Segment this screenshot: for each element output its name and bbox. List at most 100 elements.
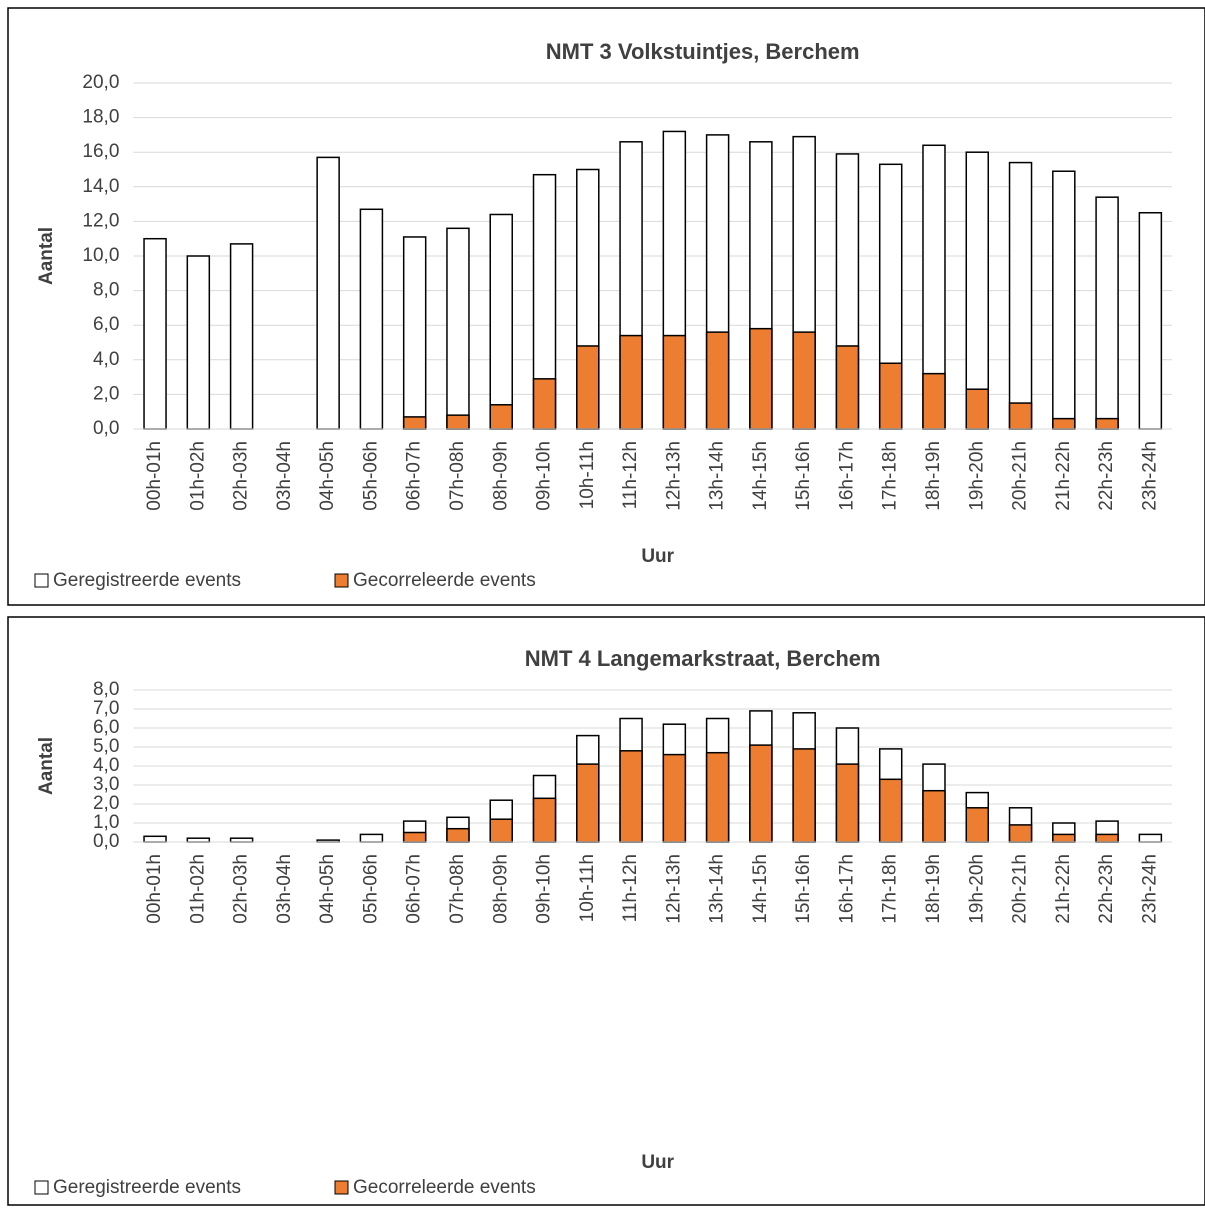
y-tick-label: 6,0 bbox=[93, 717, 119, 738]
y-tick-label: 8,0 bbox=[93, 280, 119, 301]
legend-swatch bbox=[334, 1180, 349, 1195]
bar bbox=[446, 414, 470, 430]
y-tick-label: 20,0 bbox=[82, 72, 119, 93]
x-axis-label: Uur bbox=[641, 546, 674, 567]
x-tick-label: 04h-05h bbox=[317, 854, 338, 924]
chart-border bbox=[7, 616, 1205, 1206]
bar bbox=[878, 362, 903, 430]
y-tick-label: 14,0 bbox=[82, 176, 119, 197]
y-tick-label: 4,0 bbox=[93, 349, 119, 370]
y-tick-label: 2,0 bbox=[93, 793, 119, 814]
bar bbox=[749, 327, 773, 430]
x-tick-label: 09h-10h bbox=[534, 441, 555, 511]
x-tick-label: 06h-07h bbox=[404, 854, 425, 924]
x-tick-label: 18h-19h bbox=[923, 441, 944, 511]
y-tick-label: 0,0 bbox=[93, 831, 119, 852]
bar bbox=[489, 818, 513, 843]
x-tick-label: 16h-17h bbox=[836, 441, 857, 511]
y-axis-label: Aantal bbox=[36, 227, 57, 285]
bar bbox=[359, 208, 384, 430]
x-tick-label: 12h-13h bbox=[663, 441, 684, 511]
bar bbox=[878, 778, 903, 843]
legend-label: Geregistreerde events bbox=[53, 570, 241, 591]
x-tick-label: 15h-16h bbox=[793, 854, 814, 924]
bar bbox=[402, 236, 427, 430]
x-tick-label: 03h-04h bbox=[274, 441, 295, 511]
y-axis-label: Aantal bbox=[36, 737, 57, 795]
x-tick-label: 11h-12h bbox=[620, 854, 641, 922]
y-tick-label: 0,0 bbox=[93, 418, 119, 439]
x-tick-label: 05h-06h bbox=[360, 854, 381, 924]
bar bbox=[1008, 824, 1033, 843]
legend-label: Gecorreleerde events bbox=[353, 1177, 536, 1198]
x-tick-label: 09h-10h bbox=[534, 854, 555, 924]
bar bbox=[705, 331, 730, 430]
x-tick-label: 20h-21h bbox=[1010, 854, 1031, 924]
bar bbox=[662, 753, 687, 843]
x-tick-label: 01h-02h bbox=[187, 854, 208, 924]
x-tick-label: 00h-01h bbox=[144, 441, 165, 511]
bar bbox=[143, 835, 167, 843]
x-tick-label: 18h-19h bbox=[923, 854, 944, 924]
bar bbox=[446, 227, 470, 430]
x-tick-label: 13h-14h bbox=[707, 854, 728, 924]
bar bbox=[792, 748, 816, 843]
bar bbox=[359, 833, 384, 843]
bar bbox=[229, 837, 254, 843]
bar bbox=[316, 156, 340, 430]
x-tick-label: 02h-03h bbox=[231, 854, 252, 924]
bar bbox=[1095, 417, 1119, 430]
bar bbox=[922, 372, 946, 430]
bar bbox=[402, 831, 427, 843]
y-tick-label: 5,0 bbox=[93, 736, 119, 757]
bar bbox=[229, 243, 254, 430]
bar bbox=[749, 744, 773, 843]
bar bbox=[1008, 402, 1033, 430]
x-tick-label: 19h-20h bbox=[966, 441, 987, 511]
bar bbox=[705, 751, 730, 843]
bar bbox=[1095, 196, 1119, 430]
x-axis-label: Uur bbox=[641, 1152, 674, 1173]
legend-swatch bbox=[34, 1180, 49, 1195]
x-tick-label: 07h-08h bbox=[447, 854, 468, 924]
x-tick-label: 15h-16h bbox=[793, 441, 814, 511]
x-tick-label: 04h-05h bbox=[317, 441, 338, 511]
bar bbox=[576, 763, 600, 843]
y-tick-label: 8,0 bbox=[93, 679, 119, 700]
bar bbox=[489, 404, 513, 430]
x-tick-label: 13h-14h bbox=[707, 441, 728, 511]
y-tick-label: 6,0 bbox=[93, 314, 119, 335]
bar bbox=[1138, 212, 1163, 430]
bar bbox=[489, 213, 513, 430]
legend-swatch bbox=[34, 573, 49, 588]
y-tick-label: 2,0 bbox=[93, 383, 119, 404]
x-tick-label: 22h-23h bbox=[1096, 441, 1117, 511]
x-tick-label: 08h-09h bbox=[490, 854, 511, 924]
bar bbox=[143, 237, 167, 430]
chart-title: NMT 4 Langemarkstraat, Berchem bbox=[525, 646, 881, 671]
legend-swatch bbox=[334, 573, 349, 588]
bar bbox=[186, 837, 211, 843]
x-tick-label: 08h-09h bbox=[490, 441, 511, 511]
legend-label: Geregistreerde events bbox=[53, 1177, 241, 1198]
x-tick-label: 03h-04h bbox=[274, 854, 295, 924]
x-tick-label: 10h-11h bbox=[577, 441, 598, 509]
chart-title: NMT 3 Volkstuintjes, Berchem bbox=[546, 39, 860, 64]
x-tick-label: 17h-18h bbox=[880, 441, 901, 511]
x-tick-label: 14h-15h bbox=[750, 441, 771, 511]
bar bbox=[1008, 161, 1033, 430]
bar bbox=[792, 331, 816, 430]
bar bbox=[186, 255, 211, 430]
chart-border bbox=[7, 7, 1205, 606]
x-tick-label: 23h-24h bbox=[1139, 441, 1160, 511]
bar bbox=[965, 151, 990, 430]
bar bbox=[1052, 833, 1076, 843]
y-tick-label: 4,0 bbox=[93, 755, 119, 776]
bar bbox=[1095, 833, 1119, 843]
bar bbox=[965, 388, 990, 430]
bar bbox=[1052, 417, 1076, 430]
bar bbox=[619, 750, 643, 843]
x-tick-label: 19h-20h bbox=[966, 854, 987, 924]
